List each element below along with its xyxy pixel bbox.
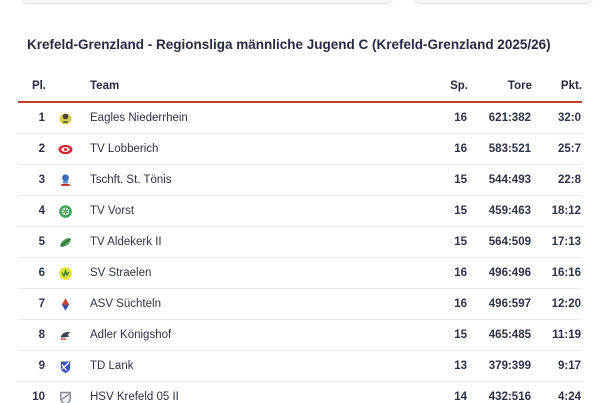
tv-aldekerk-logo — [58, 235, 73, 250]
matches: 15 — [408, 226, 468, 258]
goals: 621:382 — [468, 102, 532, 134]
table-row[interactable]: 10 HSV Krefeld 05 II 14 432:516 4:24 — [18, 381, 582, 403]
goals: 432:516 — [468, 381, 532, 403]
goals: 459:463 — [468, 195, 532, 227]
rank: 3 — [18, 164, 46, 196]
team-name[interactable]: TV Aldekerk II — [84, 226, 408, 258]
team-name[interactable]: TD Lank — [84, 350, 408, 382]
rank: 6 — [18, 257, 46, 289]
matches: 15 — [408, 319, 468, 351]
matches: 16 — [408, 102, 468, 134]
goals: 496:496 — [468, 257, 532, 289]
matches: 16 — [408, 288, 468, 320]
rank: 10 — [18, 381, 46, 403]
table-row[interactable]: 8 Adler Königshof 15 465:485 11:19 — [18, 319, 582, 351]
team-name[interactable]: Adler Königshof — [84, 319, 408, 351]
tv-vorst-logo — [58, 204, 73, 219]
team-name[interactable]: HSV Krefeld 05 II — [84, 381, 408, 403]
standings-table: Pl. Team Sp. Tore Pkt. 1 Eagles Niederrh… — [18, 68, 582, 403]
goals: 564:509 — [468, 226, 532, 258]
team-name[interactable]: Eagles Niederrhein — [84, 102, 408, 134]
points: 16:16 — [532, 257, 582, 289]
header-logo — [46, 68, 84, 103]
matches: 14 — [408, 381, 468, 403]
rank: 8 — [18, 319, 46, 351]
team-name[interactable]: SV Straelen — [84, 257, 408, 289]
rank: 9 — [18, 350, 46, 382]
header-points: Pkt. — [532, 68, 582, 103]
header-goals: Tore — [468, 68, 532, 103]
points: 32:0 — [532, 102, 582, 134]
sv-straelen-logo — [58, 266, 73, 281]
table-row[interactable]: 1 Eagles Niederrhein 16 621:382 32:0 — [18, 102, 582, 134]
asv-suechteln-logo — [58, 297, 73, 312]
points: 25:7 — [532, 133, 582, 165]
table-row[interactable]: 9 TD Lank 13 379:399 9:17 — [18, 350, 582, 382]
rank: 2 — [18, 133, 46, 165]
goals: 583:521 — [468, 133, 532, 165]
adler-koenigshof-logo — [58, 328, 73, 343]
rank: 4 — [18, 195, 46, 227]
td-lank-logo — [58, 359, 73, 374]
points: 17:13 — [532, 226, 582, 258]
table-row[interactable]: 5 TV Aldekerk II 15 564:509 17:13 — [18, 226, 582, 258]
team-name[interactable]: TV Vorst — [84, 195, 408, 227]
standings-header-row: Pl. Team Sp. Tore Pkt. — [18, 68, 582, 103]
standings-body: 1 Eagles Niederrhein 16 621:382 32:0 2 T… — [18, 102, 582, 403]
points: 22:8 — [532, 164, 582, 196]
rank: 5 — [18, 226, 46, 258]
header-team: Team — [84, 68, 408, 103]
matches: 16 — [408, 133, 468, 165]
rank: 1 — [18, 102, 46, 134]
eagles-niederrhein-logo — [58, 111, 73, 126]
tschft-st-toenis-logo — [58, 173, 73, 188]
page-title: Krefeld-Grenzland - Regionsliga männlich… — [27, 37, 551, 52]
header-rank: Pl. — [18, 68, 46, 103]
table-row[interactable]: 6 SV Straelen 16 496:496 16:16 — [18, 257, 582, 289]
matches: 15 — [408, 195, 468, 227]
goals: 544:493 — [468, 164, 532, 196]
points: 12:20 — [532, 288, 582, 320]
table-row[interactable]: 4 TV Vorst 15 459:463 18:12 — [18, 195, 582, 227]
points: 11:19 — [532, 319, 582, 351]
team-name[interactable]: Tschft. St. Tönis — [84, 164, 408, 196]
truncated-button-left[interactable] — [21, 0, 393, 4]
goals: 379:399 — [468, 350, 532, 382]
points: 4:24 — [532, 381, 582, 403]
points: 9:17 — [532, 350, 582, 382]
team-name[interactable]: ASV Süchteln — [84, 288, 408, 320]
header-matches: Sp. — [408, 68, 468, 103]
goals: 496:597 — [468, 288, 532, 320]
matches: 15 — [408, 164, 468, 196]
table-row[interactable]: 2 TV Lobberich 16 583:521 25:7 — [18, 133, 582, 165]
matches: 16 — [408, 257, 468, 289]
truncated-button-right[interactable] — [414, 0, 593, 4]
matches: 13 — [408, 350, 468, 382]
team-name[interactable]: TV Lobberich — [84, 133, 408, 165]
rank: 7 — [18, 288, 46, 320]
goals: 465:485 — [468, 319, 532, 351]
points: 18:12 — [532, 195, 582, 227]
tv-lobberich-logo — [58, 142, 73, 157]
hsv-krefeld-logo — [58, 390, 73, 403]
table-row[interactable]: 7 ASV Süchteln 16 496:597 12:20 — [18, 288, 582, 320]
table-row[interactable]: 3 Tschft. St. Tönis 15 544:493 22:8 — [18, 164, 582, 196]
